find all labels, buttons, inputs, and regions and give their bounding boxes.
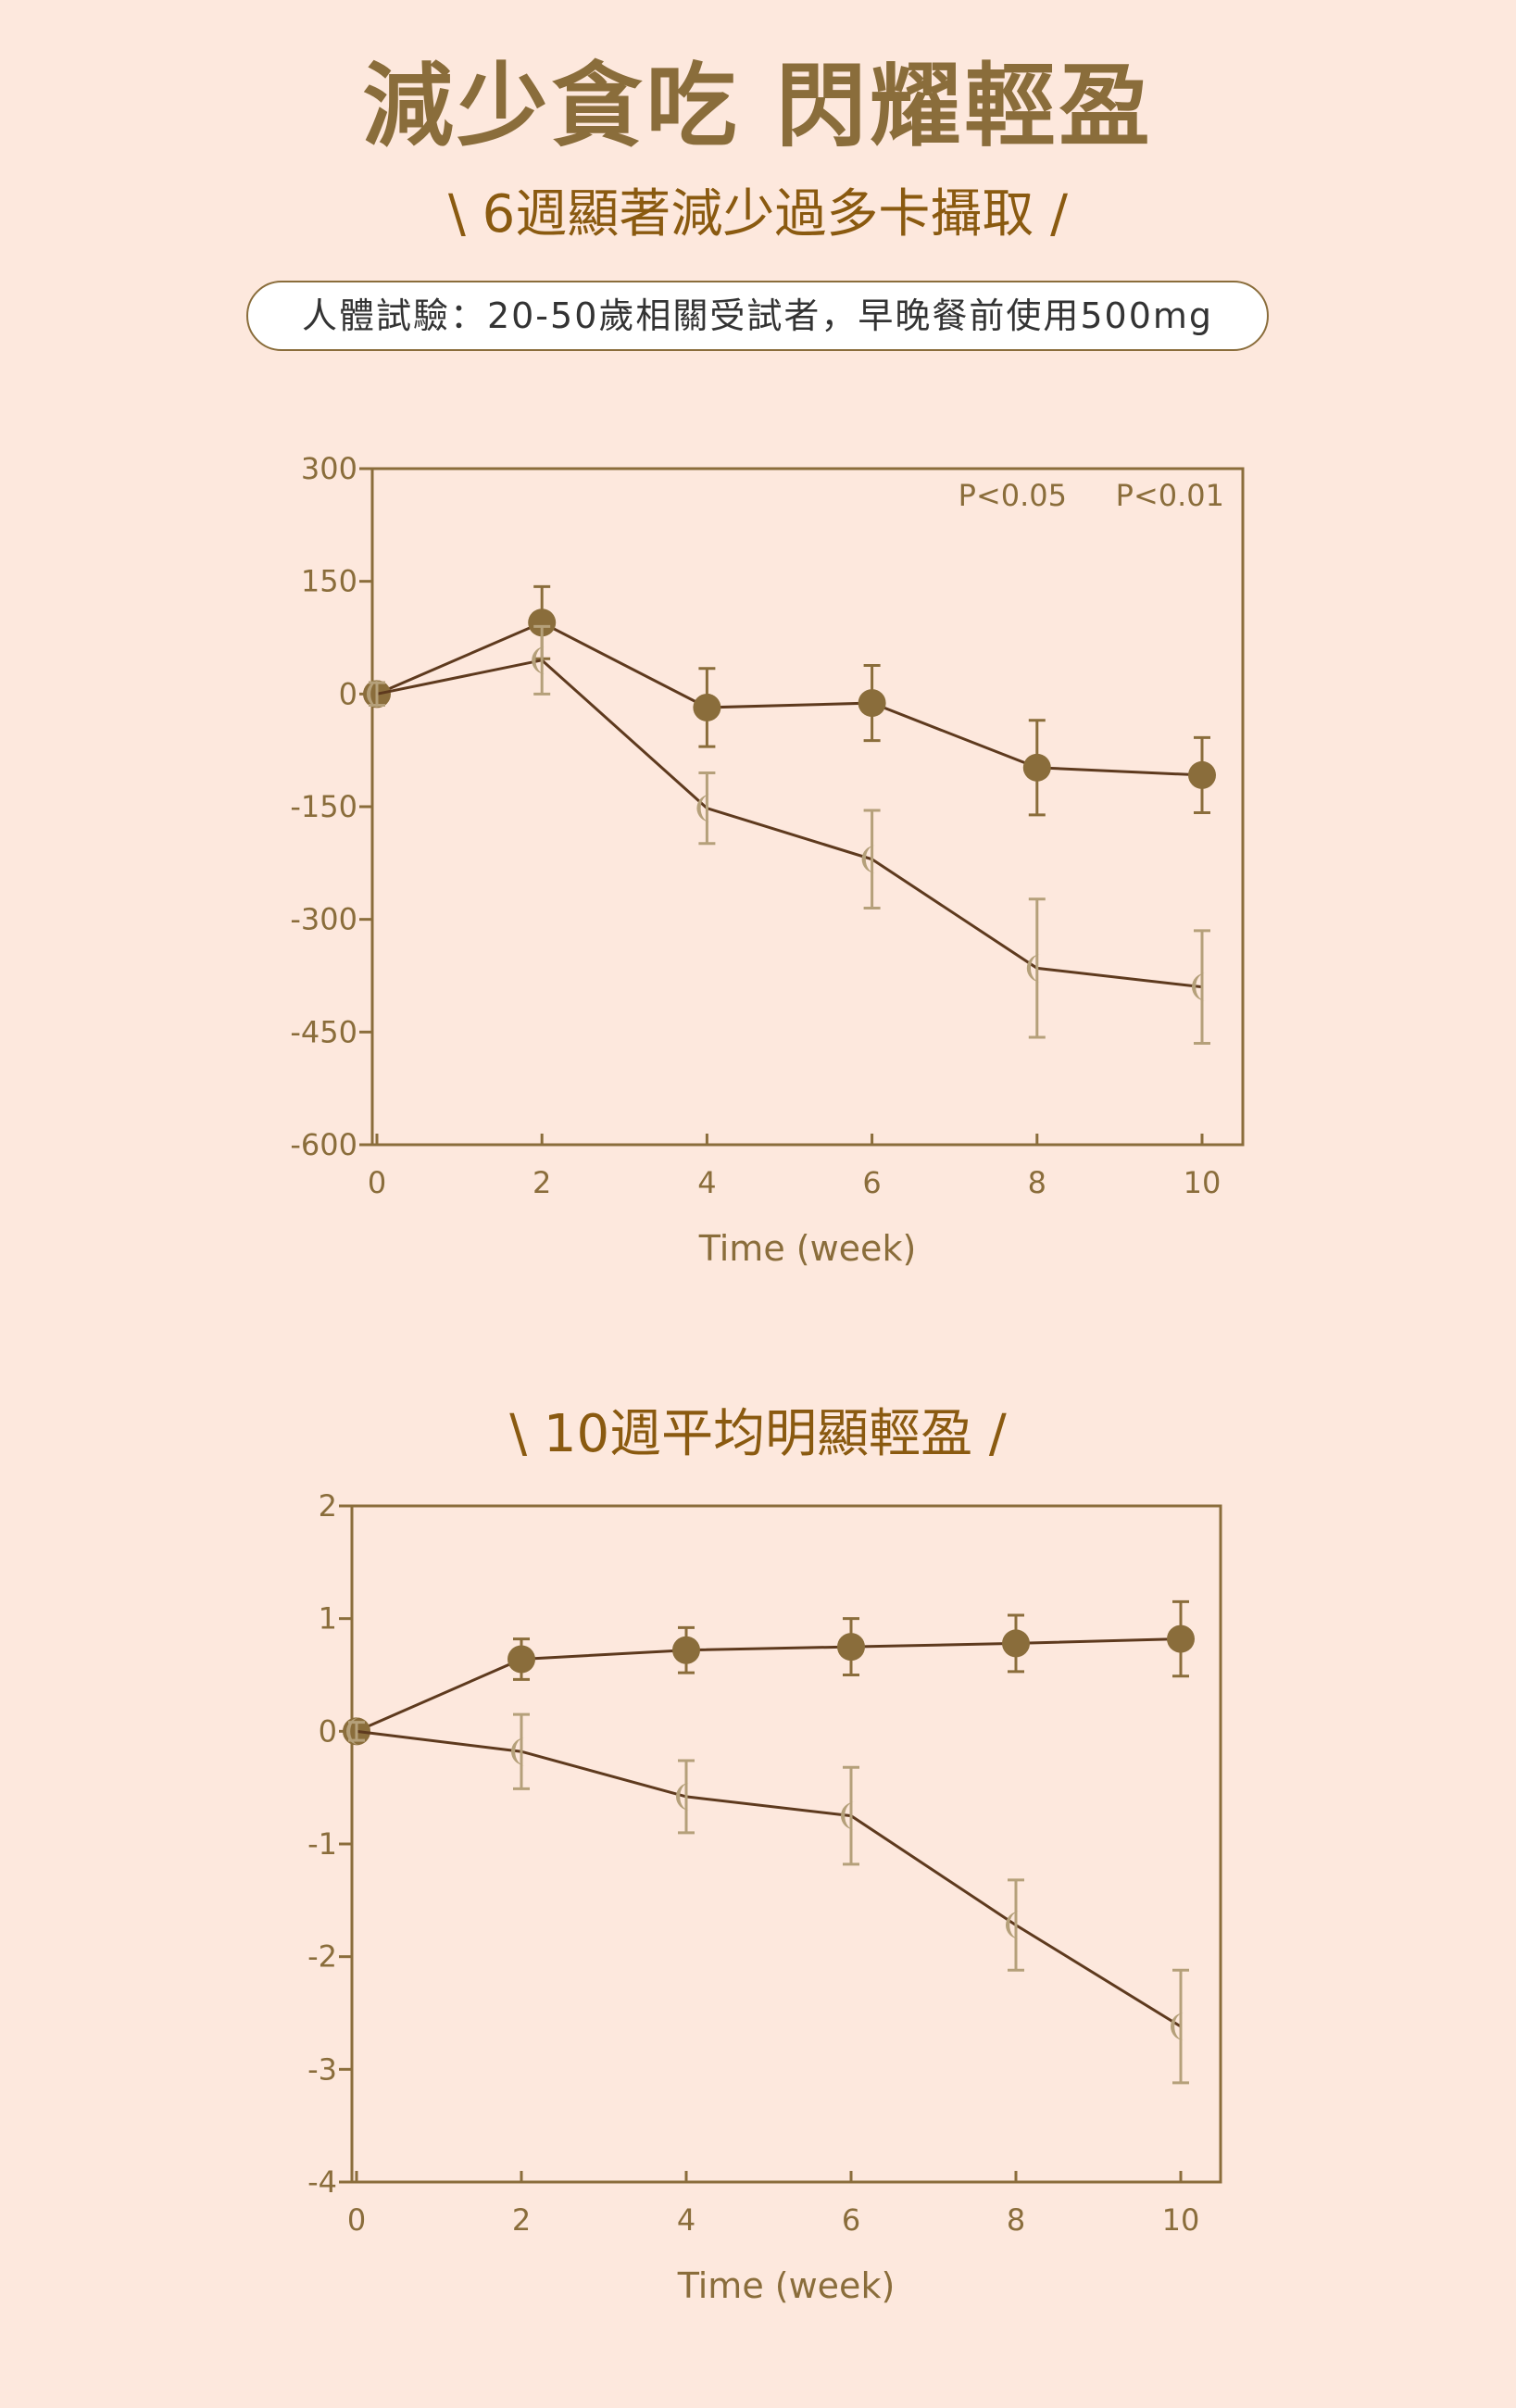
x-tick-label: 0 [368, 1165, 386, 1200]
x-tick-label: 10 [1184, 1165, 1222, 1200]
series-line [356, 1729, 1182, 2028]
x-tick-label: 2 [532, 1165, 551, 1200]
y-tick-label: 150 [301, 564, 357, 599]
plot-frame [370, 467, 1245, 1147]
x-tick-label: 6 [842, 2202, 860, 2238]
data-point-circle [1167, 1624, 1195, 1653]
y-tick-label: -600 [290, 1127, 357, 1162]
x-tick-label: 4 [677, 2202, 695, 2238]
y-tick-label: -450 [290, 1014, 357, 1049]
significance-note: P<0.05 [958, 478, 1067, 513]
data-point-crescent [532, 646, 546, 674]
data-point-circle [507, 1645, 535, 1674]
section2-subtitle: \ 10週平均明顯輕盈 / [509, 1404, 1007, 1464]
data-point-crescent [1171, 2013, 1184, 2041]
y-tick-label: -1 [307, 1826, 337, 1862]
plot-frame [350, 1504, 1222, 2184]
series-crescent [346, 1712, 1189, 2085]
series-line [376, 658, 1203, 989]
x-tick-label: 0 [347, 2202, 366, 2238]
x-tick-label: 8 [1007, 2202, 1025, 2238]
data-point-circle [693, 693, 721, 721]
x-tick-label: 4 [697, 1165, 716, 1200]
data-point-circle [858, 689, 886, 718]
data-point-crescent [696, 794, 711, 822]
series-circle [343, 1599, 1195, 1746]
y-tick-label: 0 [339, 676, 357, 711]
data-point-crescent [1026, 954, 1041, 983]
section1-subtitle: \ 6週顯著減少過多卡攝取 / [448, 184, 1068, 245]
x-tick-label: 2 [512, 2202, 531, 2238]
x-tick-label: 8 [1028, 1165, 1046, 1200]
data-point-crescent [511, 1737, 525, 1766]
data-point-crescent [346, 1717, 360, 1746]
data-point-crescent [1192, 972, 1206, 1001]
y-tick-label: 0 [319, 1713, 337, 1749]
y-tick-label: -2 [307, 1939, 337, 1975]
significance-note: P<0.01 [1116, 478, 1224, 513]
y-tick-label: -4 [307, 2164, 337, 2200]
y-tick-label: 1 [319, 1601, 337, 1637]
data-point-crescent [841, 1801, 855, 1830]
data-point-crescent [367, 680, 381, 709]
data-point-crescent [861, 845, 876, 873]
data-point-circle [837, 1633, 865, 1662]
data-point-crescent [1006, 1911, 1020, 1939]
x-axis-label: Time (week) [698, 1228, 917, 1269]
x-tick-label: 6 [862, 1165, 881, 1200]
series-crescent [367, 624, 1210, 1045]
data-point-circle [1022, 753, 1051, 782]
data-point-circle [528, 608, 557, 637]
chart-calorie-intake: 300 150 0 -150 -300 -450 -600 0 2 4 6 8 10 Time (week… [290, 451, 1245, 1269]
y-tick-label: -3 [307, 2051, 337, 2087]
y-tick-label: 2 [319, 1488, 337, 1524]
data-point-circle [1002, 1629, 1030, 1658]
data-point-circle [672, 1636, 700, 1664]
x-tick-label: 10 [1162, 2202, 1200, 2238]
series-line [356, 1637, 1182, 1733]
y-tick-label: -150 [290, 789, 357, 824]
y-tick-label: 300 [301, 451, 357, 486]
page-title: 減少貪吃 閃耀輕盈 [362, 54, 1154, 159]
data-point-crescent [676, 1782, 690, 1811]
series-line [376, 621, 1203, 777]
data-point-circle [1188, 760, 1216, 789]
trial-note-pill: 人體試驗：20-50歲相關受試者，早晚餐前使用500mg [246, 281, 1269, 351]
y-tick-label: -300 [290, 902, 357, 937]
series-circle [363, 584, 1216, 817]
x-axis-label: Time (week) [677, 2265, 896, 2306]
